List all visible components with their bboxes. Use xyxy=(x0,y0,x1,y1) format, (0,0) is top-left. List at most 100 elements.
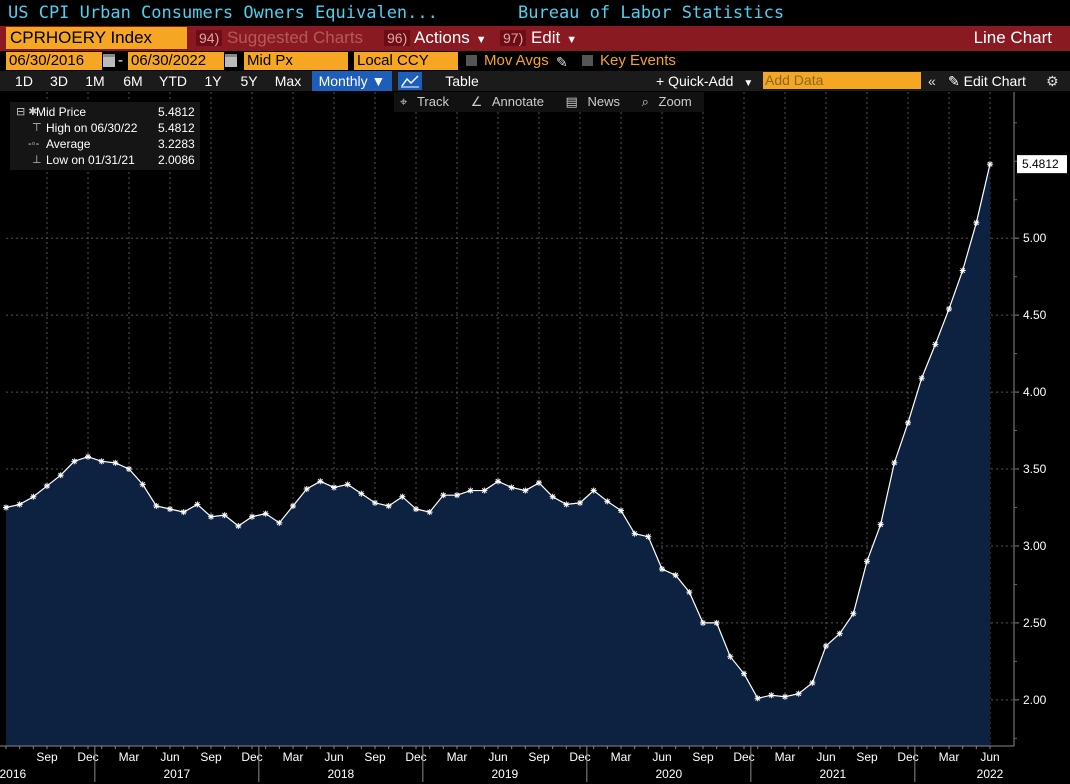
year-label: 2016 xyxy=(0,767,27,781)
data-point xyxy=(221,512,228,519)
track-label: Track xyxy=(416,94,449,109)
timeframe-3d[interactable]: 3D xyxy=(50,73,68,89)
data-point xyxy=(399,493,406,500)
collapse-icon[interactable]: « xyxy=(928,73,936,89)
data-point xyxy=(426,509,433,516)
data-point xyxy=(98,458,105,465)
quick-add-label: + Quick-Add xyxy=(656,73,734,89)
mov-avgs-label[interactable]: Mov Avgs xyxy=(484,52,549,69)
data-point xyxy=(959,267,966,274)
key-events-checkbox[interactable] xyxy=(582,55,593,66)
mov-avgs-checkbox[interactable] xyxy=(466,55,477,66)
x-tick-label: Dec xyxy=(897,750,918,764)
legend-label: Low on 01/31/21 xyxy=(46,153,135,167)
price-field-select[interactable]: Mid Px xyxy=(244,52,348,70)
table-button[interactable]: Table xyxy=(445,73,479,89)
frequency-select[interactable]: Monthly ▼ xyxy=(312,71,392,91)
y-tick-label: 3.50 xyxy=(1023,462,1047,476)
data-source: Bureau of Labor Statistics xyxy=(518,3,785,23)
data-point xyxy=(85,453,91,460)
data-point xyxy=(836,630,843,637)
x-tick-label: Sep xyxy=(364,750,386,764)
x-tick-label: Jun xyxy=(816,750,835,764)
data-point xyxy=(126,466,132,473)
data-point xyxy=(590,487,597,494)
data-point xyxy=(604,498,611,505)
x-tick-label: Mar xyxy=(119,750,140,764)
key-events-label[interactable]: Key Events xyxy=(600,52,676,69)
data-point xyxy=(467,487,474,494)
high-marker-icon: ⊤ xyxy=(32,122,42,134)
annotate-label: Annotate xyxy=(491,94,544,109)
timeframe-5y[interactable]: 5Y xyxy=(240,73,258,89)
data-point xyxy=(864,558,870,565)
year-label: 2021 xyxy=(819,767,846,781)
year-label: 2020 xyxy=(655,767,682,781)
data-point xyxy=(290,502,296,509)
data-point xyxy=(57,472,64,479)
data-point xyxy=(659,566,665,573)
actions-menu[interactable]: 96) Actions ▼ xyxy=(378,27,487,49)
timeframe-1m[interactable]: 1M xyxy=(85,73,105,89)
legend-label: Average xyxy=(46,137,91,151)
legend-row-average: -◦- Average 3.2283 xyxy=(14,136,196,152)
data-point xyxy=(194,501,201,508)
edit-chart-button[interactable]: ✎ Edit Chart xyxy=(948,71,1026,91)
data-point xyxy=(71,458,78,465)
currency-select[interactable]: Local CCY xyxy=(354,52,458,70)
data-point xyxy=(549,493,556,500)
data-point xyxy=(30,493,37,500)
chevron-down-icon: ▼ xyxy=(475,34,487,46)
data-point xyxy=(3,504,9,511)
legend-value: 5.4812 xyxy=(158,121,195,135)
timeframe-max[interactable]: Max xyxy=(274,73,302,89)
timeframe-6m[interactable]: 6M xyxy=(123,73,143,89)
add-data-input[interactable]: Add Data xyxy=(763,72,921,89)
chevron-down-icon: ▼ xyxy=(743,78,754,89)
data-point xyxy=(454,492,460,499)
data-point xyxy=(932,341,939,348)
calendar-icon[interactable] xyxy=(103,54,115,67)
data-point xyxy=(522,487,529,494)
quick-add-button[interactable]: + Quick-Add ▼ xyxy=(656,71,753,94)
data-point xyxy=(344,481,351,488)
x-tick-label: Dec xyxy=(77,750,98,764)
end-date-field[interactable]: 06/30/2022 xyxy=(128,52,224,70)
pencil-icon[interactable]: ✎ xyxy=(556,54,568,70)
timeframe-1y[interactable]: 1Y xyxy=(204,73,222,89)
legend-row-high: ⊤ High on 06/30/22 5.4812 xyxy=(14,120,196,136)
data-point xyxy=(495,478,501,485)
zoom-tool[interactable]: ⌕ Zoom xyxy=(641,94,692,109)
edit-menu[interactable]: 97) Edit ▼ xyxy=(494,27,577,49)
x-tick-label: Sep xyxy=(528,750,550,764)
legend-row-low: ⊥ Low on 01/31/21 2.0086 xyxy=(14,152,196,168)
data-point xyxy=(112,459,119,466)
data-point xyxy=(645,533,652,540)
suggested-charts-menu[interactable]: 94) Suggested Charts xyxy=(190,27,363,49)
chevron-down-icon: ▼ xyxy=(566,34,578,46)
gear-icon[interactable]: ⚙ xyxy=(1046,73,1059,89)
calendar-icon[interactable] xyxy=(225,54,237,67)
data-point xyxy=(317,478,324,485)
year-label: 2018 xyxy=(327,767,354,781)
x-tick-label: Jun xyxy=(488,750,507,764)
data-point xyxy=(153,502,160,509)
collapse-square-icon[interactable]: ⊟ ✱ xyxy=(16,106,38,118)
timeframe-1d[interactable]: 1D xyxy=(15,73,33,89)
x-tick-label: Jun xyxy=(980,750,999,764)
start-date-field[interactable]: 06/30/2016 xyxy=(6,52,102,70)
data-point xyxy=(508,484,515,491)
timeframe-ytd[interactable]: YTD xyxy=(159,73,187,89)
data-point xyxy=(713,619,720,626)
data-point xyxy=(536,479,542,486)
chart-type-label[interactable]: Line Chart xyxy=(973,28,1052,47)
track-tool[interactable]: ⌖ Track xyxy=(400,94,449,109)
news-tool[interactable]: ▤ News xyxy=(565,94,620,109)
annotate-tool[interactable]: ∠ Annotate xyxy=(470,94,544,109)
suggested-charts-label: Suggested Charts xyxy=(226,28,364,47)
ticker-field[interactable]: CPRHOERY Index xyxy=(6,27,187,49)
data-point xyxy=(16,501,23,508)
line-chart-icon[interactable] xyxy=(398,72,422,90)
data-point xyxy=(303,486,310,493)
